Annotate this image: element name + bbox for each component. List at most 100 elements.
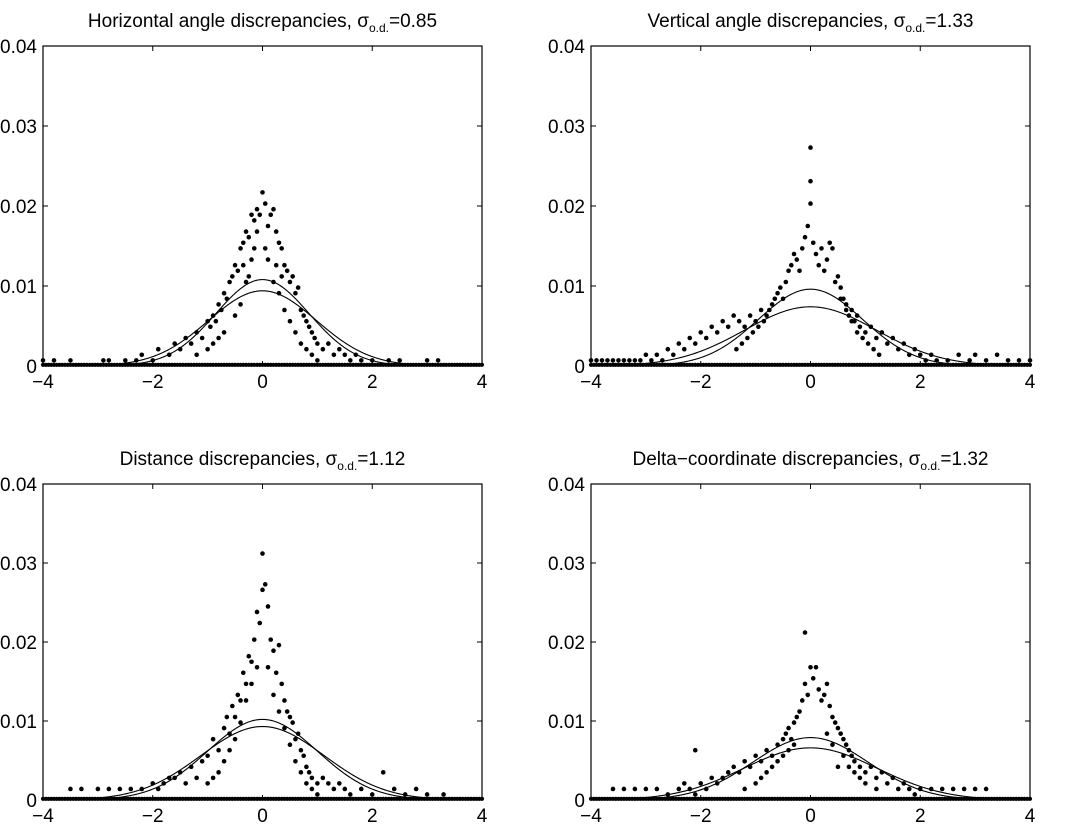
data-point	[830, 246, 835, 251]
data-point	[874, 775, 879, 781]
data-point	[802, 681, 808, 687]
data-point	[249, 681, 254, 687]
data-point	[380, 770, 386, 775]
data-point	[906, 786, 912, 792]
data-point	[676, 341, 682, 346]
data-point	[838, 731, 843, 736]
data-point	[254, 229, 260, 234]
data-point	[287, 742, 293, 747]
x-tick-label: 0	[805, 806, 816, 827]
data-point	[854, 313, 860, 318]
data-point	[681, 781, 687, 786]
data-point	[917, 352, 923, 358]
data-point	[224, 714, 230, 720]
data-point	[912, 792, 918, 797]
data-point	[227, 279, 232, 285]
normal-curve	[43, 279, 482, 367]
data-point	[293, 290, 298, 296]
data-point	[331, 352, 337, 358]
data-point	[786, 725, 791, 731]
x-tick-label: 4	[1025, 806, 1036, 827]
data-point	[271, 279, 276, 285]
data-point	[249, 212, 254, 218]
data-point	[117, 786, 123, 792]
data-point	[106, 358, 112, 363]
data-point	[295, 285, 301, 290]
data-point	[753, 781, 758, 786]
data-point	[687, 786, 693, 792]
data-point	[205, 318, 210, 324]
data-point	[268, 212, 274, 218]
sigma-subscript: o.d.	[920, 459, 940, 473]
data-point	[854, 330, 860, 335]
data-point	[671, 352, 676, 358]
data-point	[139, 352, 145, 358]
data-point	[835, 274, 841, 279]
data-point	[265, 223, 271, 229]
x-tick-label: 2	[915, 372, 926, 393]
data-point	[249, 659, 254, 665]
data-point	[824, 681, 830, 687]
data-point	[276, 642, 282, 648]
data-point	[821, 692, 827, 698]
data-point	[736, 770, 742, 775]
y-tick-label: 0	[26, 357, 37, 378]
x-tick-label: 4	[1025, 372, 1036, 393]
x-tick-label: −2	[690, 806, 712, 827]
data-point	[369, 792, 375, 797]
data-point	[183, 781, 188, 786]
data-point	[315, 341, 320, 346]
data-point	[95, 786, 101, 792]
data-point-zero	[479, 362, 485, 367]
data-point	[786, 747, 791, 753]
data-point	[780, 753, 786, 759]
x-tick-label: −4	[32, 806, 54, 827]
data-point	[260, 190, 265, 195]
data-point	[348, 792, 353, 797]
data-point	[896, 346, 901, 352]
data-point	[284, 709, 290, 714]
data-point	[832, 279, 838, 285]
data-point	[745, 335, 750, 341]
data-point	[791, 251, 797, 257]
data-point	[205, 781, 210, 786]
y-tick-label: 0	[574, 791, 585, 812]
data-point	[692, 341, 698, 346]
data-point	[868, 764, 874, 770]
axes-frame	[590, 483, 1031, 801]
x-tick-label: 2	[367, 372, 378, 393]
data-point	[282, 307, 287, 313]
data-point	[769, 764, 775, 770]
data-point	[725, 770, 731, 775]
data-point	[1016, 358, 1022, 363]
data-point	[734, 346, 739, 352]
data-point	[216, 302, 221, 307]
data-point	[276, 709, 282, 714]
data-point	[835, 725, 841, 731]
sigma-value: =1.33	[925, 11, 973, 32]
data-point	[838, 296, 843, 302]
data-point	[879, 330, 885, 335]
data-point	[698, 781, 704, 786]
data-point	[791, 742, 797, 747]
data-point	[230, 274, 235, 279]
data-point	[315, 358, 320, 363]
data-point	[155, 346, 161, 352]
y-tick-label: 0.02	[548, 197, 585, 218]
data-point	[772, 296, 778, 302]
data-point	[714, 330, 720, 335]
data-point	[906, 352, 912, 358]
data-point	[271, 206, 276, 212]
data-point	[750, 330, 756, 335]
data-point	[293, 758, 298, 764]
data-point	[424, 792, 430, 797]
data-point	[139, 786, 145, 792]
data-point	[210, 313, 216, 318]
data-point	[885, 781, 890, 786]
data-point	[287, 318, 293, 324]
data-point	[279, 681, 285, 687]
data-point	[251, 246, 257, 251]
data-point	[797, 268, 802, 274]
data-point	[698, 330, 704, 335]
data-point	[1005, 358, 1011, 363]
